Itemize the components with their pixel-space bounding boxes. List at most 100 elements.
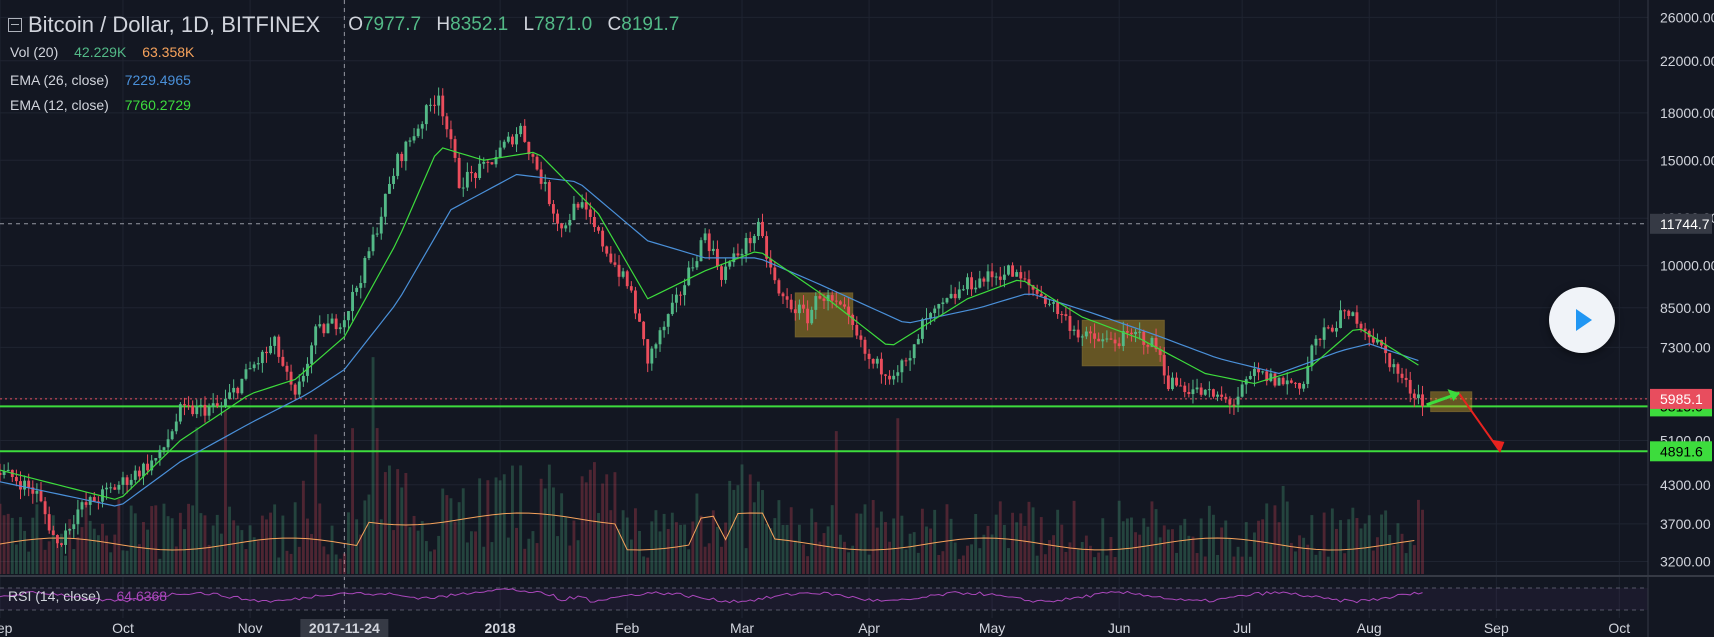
candle-body xyxy=(547,182,551,205)
candle-body xyxy=(957,289,961,299)
candle-body xyxy=(736,253,740,256)
candle-body xyxy=(482,161,486,164)
volume-bar xyxy=(1236,546,1240,574)
candle-body xyxy=(1060,314,1064,316)
volume-bar xyxy=(1183,518,1187,574)
volume-bar xyxy=(6,513,10,574)
volume-indicator-legend[interactable]: Vol (20) 42.229K 63.358K xyxy=(10,44,194,60)
volume-ma-value: 63.358K xyxy=(142,44,195,60)
volume-bar xyxy=(875,527,879,574)
candle-body xyxy=(396,153,400,176)
volume-bar xyxy=(1089,545,1092,574)
candle-body xyxy=(617,264,621,277)
volume-bar xyxy=(912,532,916,574)
candle-body xyxy=(506,136,510,142)
volume-bar xyxy=(756,481,760,574)
candle-body xyxy=(601,230,605,247)
candle-body xyxy=(1289,380,1293,383)
candle-body xyxy=(1355,312,1359,324)
ema26-line xyxy=(0,173,1419,507)
candle-body xyxy=(392,175,395,185)
volume-bar xyxy=(318,503,322,574)
volume-bar xyxy=(654,510,658,574)
volume-bar xyxy=(560,493,564,574)
candle-body xyxy=(129,479,133,485)
candle-body xyxy=(453,139,457,158)
candle-body xyxy=(961,289,965,291)
candle-body xyxy=(1416,394,1420,399)
volume-bar xyxy=(109,552,113,574)
volume-bar xyxy=(556,536,559,574)
candle-body xyxy=(1335,327,1338,332)
candle-body xyxy=(1224,396,1228,400)
candle-body xyxy=(1326,327,1330,329)
volume-bar xyxy=(392,530,395,574)
ema12-legend[interactable]: EMA (12, close) 7760.2729 xyxy=(10,97,191,113)
candle-body xyxy=(728,262,732,267)
candle-body xyxy=(1105,338,1109,340)
volume-bar xyxy=(121,550,125,574)
ema26-legend[interactable]: EMA (26, close) 7229.4965 xyxy=(10,72,191,88)
candle-body xyxy=(1097,338,1101,342)
candle-body xyxy=(806,308,810,324)
volume-bar xyxy=(884,521,887,574)
candle-body xyxy=(1314,338,1318,346)
candle-body xyxy=(937,304,941,309)
volume-bar xyxy=(474,531,477,574)
candle-body xyxy=(781,293,785,297)
volume-bar xyxy=(617,529,621,574)
candle-body xyxy=(551,204,555,214)
play-button[interactable] xyxy=(1549,287,1615,353)
volume-bar xyxy=(1404,553,1408,574)
volume-bar xyxy=(859,513,863,574)
volume-bar xyxy=(650,521,654,574)
volume-bar xyxy=(314,434,318,574)
volume-bar xyxy=(736,485,740,574)
candle-body xyxy=(162,447,166,450)
candle-body xyxy=(121,477,125,485)
volume-bar xyxy=(441,488,445,574)
candle-body xyxy=(670,302,674,315)
candle-body xyxy=(629,286,633,291)
candle-body xyxy=(797,304,801,314)
candle-body xyxy=(929,313,933,319)
candle-body xyxy=(1043,296,1047,304)
projection-arrowhead-up xyxy=(1447,389,1460,402)
candle-body xyxy=(1343,310,1347,312)
candle-body xyxy=(1298,382,1301,389)
candle-body xyxy=(1212,389,1215,397)
candle-body xyxy=(1351,312,1355,316)
candle-body xyxy=(1359,323,1363,329)
candle-body xyxy=(1310,345,1314,367)
volume-bar xyxy=(137,544,141,574)
candle-body xyxy=(35,490,39,494)
collapse-icon[interactable] xyxy=(8,18,22,32)
volume-ma-line xyxy=(0,512,1415,551)
volume-bar xyxy=(1228,538,1232,574)
volume-bar xyxy=(166,516,170,574)
candle-body xyxy=(920,319,924,339)
crosshair-price-badge-bg xyxy=(1650,213,1712,234)
candle-body xyxy=(1281,377,1285,385)
candle-body xyxy=(211,403,215,407)
volume-bar xyxy=(625,517,629,574)
volume-bar xyxy=(945,504,949,574)
candle-body xyxy=(1134,331,1137,335)
candle-body xyxy=(195,406,199,415)
volume-bar xyxy=(260,515,264,574)
volume-bar xyxy=(1027,501,1031,574)
candle-body xyxy=(916,338,920,345)
candle-body xyxy=(199,404,203,407)
candle-body xyxy=(158,449,162,459)
candle-body xyxy=(687,267,691,286)
volume-bar xyxy=(88,520,92,574)
volume-bar xyxy=(269,512,273,574)
candle-body xyxy=(1084,331,1088,337)
volume-bar xyxy=(855,513,859,574)
candle-body xyxy=(1035,289,1039,294)
volume-bar xyxy=(285,550,289,574)
candle-body xyxy=(1052,302,1056,304)
candle-body xyxy=(318,324,322,327)
rsi-legend[interactable]: RSI (14, close) 64.6368 xyxy=(8,588,167,604)
